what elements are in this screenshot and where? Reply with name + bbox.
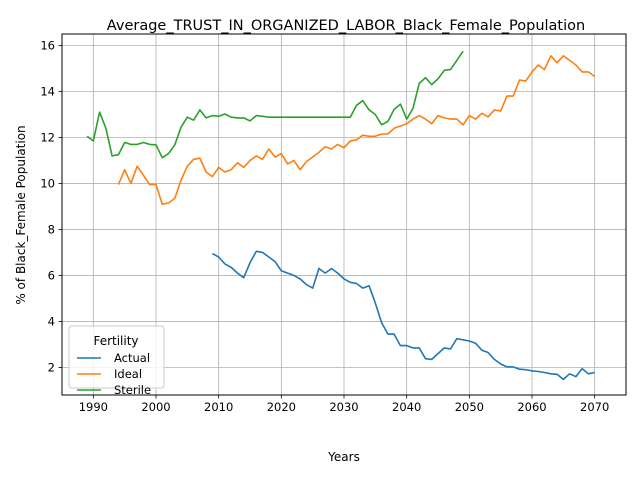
y-tick-label: 6 [48, 268, 55, 282]
legend-label-actual: Actual [114, 351, 150, 365]
legend-label-sterile: Sterile [114, 383, 151, 397]
legend-box [68, 325, 165, 389]
x-tick-label: 1990 [79, 400, 108, 414]
gridlines [62, 34, 626, 395]
x-axis-label: Years [327, 450, 360, 464]
x-tick-label: 2050 [455, 400, 484, 414]
series-line-sterile [86, 50, 464, 159]
x-tick-label: 2040 [392, 400, 421, 414]
x-tick-label: 2070 [580, 400, 609, 414]
legend: Fertility Actual Ideal Sterile [68, 325, 165, 397]
legend-entries: Actual Ideal Sterile [77, 351, 151, 397]
y-tick-label: 8 [48, 222, 55, 236]
series-line-actual [212, 250, 595, 381]
series-line-ideal [117, 54, 596, 205]
x-tick-label: 2010 [204, 400, 233, 414]
series-lines [86, 50, 596, 381]
y-tick-label: 16 [40, 38, 55, 52]
plot-area-frame [61, 33, 627, 396]
chart-title: Average_TRUST_IN_ORGANIZED_LABOR_Black_F… [107, 18, 585, 34]
y-axis-label: % of Black_Female Population [14, 125, 28, 304]
y-tick-label: 14 [40, 84, 55, 98]
x-axis-ticks: 1990 2000 2010 2020 2030 2040 2050 2060 2070 [79, 395, 609, 414]
y-tick-label: 10 [40, 176, 55, 190]
y-tick-label: 12 [40, 130, 55, 144]
y-tick-label: 4 [48, 314, 55, 328]
legend-title: Fertility [93, 334, 138, 348]
y-tick-label: 2 [48, 360, 55, 374]
x-tick-label: 2060 [517, 400, 546, 414]
y-axis-ticks: 2 4 6 8 10 12 14 16 [40, 38, 62, 374]
legend-label-ideal: Ideal [114, 367, 142, 381]
x-tick-label: 2030 [329, 400, 358, 414]
x-tick-label: 2020 [267, 400, 296, 414]
x-tick-label: 2000 [141, 400, 170, 414]
